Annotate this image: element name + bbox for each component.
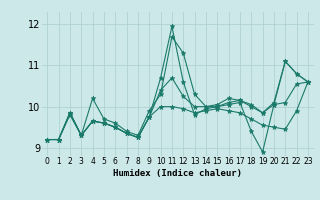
X-axis label: Humidex (Indice chaleur): Humidex (Indice chaleur) [113, 169, 242, 178]
